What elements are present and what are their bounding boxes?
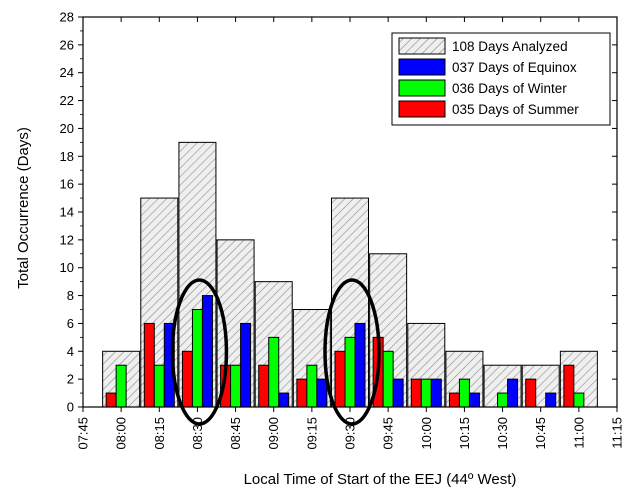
legend-label-1: 037 Days of Equinox — [452, 60, 577, 75]
bar-equinox-08:30 — [201, 295, 213, 408]
bar-summer-10:00 — [410, 378, 422, 408]
bar-summer-08:00 — [105, 392, 117, 408]
bar-equinox-09:00 — [278, 392, 290, 408]
bar-summer-10:45 — [525, 378, 537, 408]
x-tick-label: 09:30 — [343, 417, 358, 450]
x-tick-label: 08:00 — [114, 417, 129, 450]
highlight-circles — [170, 278, 381, 426]
legend-label-0: 108 Days Analyzed — [452, 39, 568, 54]
bar-winter-08:30 — [191, 309, 203, 408]
bar-winter-10:30 — [497, 392, 509, 408]
legend-swatch-3 — [398, 100, 446, 118]
y-tick-label: 16 — [60, 177, 74, 192]
x-tick-label: 10:15 — [457, 417, 472, 450]
bar-summer-09:15 — [296, 378, 308, 408]
bar-winter-08:45 — [230, 364, 242, 408]
bars — [102, 141, 598, 408]
x-tick-label: 08:15 — [152, 417, 167, 450]
y-tick-label: 0 — [67, 400, 74, 415]
bar-winter-11:00 — [573, 392, 585, 408]
y-tick-label: 6 — [67, 316, 74, 331]
x-tick-label: 11:15 — [610, 417, 625, 449]
bar-equinox-10:30 — [507, 378, 519, 408]
bar-equinox-08:45 — [240, 322, 252, 408]
y-tick-label: 10 — [60, 260, 74, 275]
legend-label-3: 035 Days of Summer — [452, 102, 579, 117]
y-tick-label: 18 — [60, 149, 74, 164]
x-tick-label: 08:45 — [228, 417, 243, 450]
highlight-ellipse-08:30 — [170, 278, 229, 426]
y-tick-label: 2 — [67, 372, 74, 387]
bar-winter-09:45 — [382, 350, 394, 408]
bar-summer-08:15 — [143, 322, 155, 408]
x-tick-label: 10:30 — [495, 417, 510, 450]
bar-summer-09:30 — [334, 350, 346, 408]
y-tick-label: 24 — [60, 65, 74, 80]
bar-winter-09:15 — [306, 364, 318, 408]
x-tick-label: 07:45 — [76, 417, 91, 450]
y-axis-title: Total Occurrence (Days) — [15, 127, 32, 289]
bar-winter-10:15 — [458, 378, 470, 408]
y-tick-label: 28 — [60, 10, 74, 25]
x-tick-label: 11:00 — [571, 417, 586, 449]
legend: 108 Days Analyzed 037 Days of Equinox 036 … — [391, 32, 611, 126]
x-tick-label: 09:45 — [381, 417, 396, 450]
legend-swatch-1 — [398, 58, 446, 76]
bar-summer-11:00 — [563, 364, 575, 408]
x-tick-label: 09:00 — [266, 417, 281, 450]
bar-winter-10:00 — [420, 378, 432, 408]
legend-swatch-0 — [398, 37, 446, 55]
bar-equinox-10:15 — [468, 392, 480, 408]
bar-equinox-10:45 — [545, 392, 557, 408]
x-tick-label: 10:45 — [533, 417, 548, 450]
bar-winter-08:15 — [153, 364, 165, 408]
x-tick-label: 09:15 — [304, 417, 319, 450]
bar-winter-09:00 — [268, 336, 280, 408]
y-tick-label: 20 — [60, 121, 74, 136]
legend-swatch-2 — [398, 79, 446, 97]
y-tick-label: 14 — [60, 205, 74, 220]
x-tick-label: 08:30 — [190, 417, 205, 450]
bar-winter-09:30 — [344, 336, 356, 408]
bar-equinox-10:00 — [430, 378, 442, 408]
x-axis-title: Local Time of Start of the EEJ (44º West… — [244, 471, 517, 488]
x-tick-label: 10:00 — [419, 417, 434, 450]
legend-label-2: 036 Days of Winter — [452, 81, 567, 96]
bar-equinox-09:30 — [354, 322, 366, 408]
highlight-ellipse-09:30 — [323, 278, 381, 426]
bar-equinox-09:15 — [316, 378, 328, 408]
bar-winter-08:00 — [115, 364, 127, 408]
y-tick-label: 12 — [60, 232, 74, 247]
y-tick-label: 8 — [67, 288, 74, 303]
bar-summer-09:00 — [258, 364, 270, 408]
y-tick-label: 4 — [67, 344, 74, 359]
y-tick-label: 26 — [60, 37, 74, 52]
y-tick-label: 22 — [60, 93, 74, 108]
bar-summer-08:30 — [181, 350, 193, 408]
bar-equinox-09:45 — [392, 378, 404, 408]
bar-summer-10:15 — [448, 392, 460, 408]
